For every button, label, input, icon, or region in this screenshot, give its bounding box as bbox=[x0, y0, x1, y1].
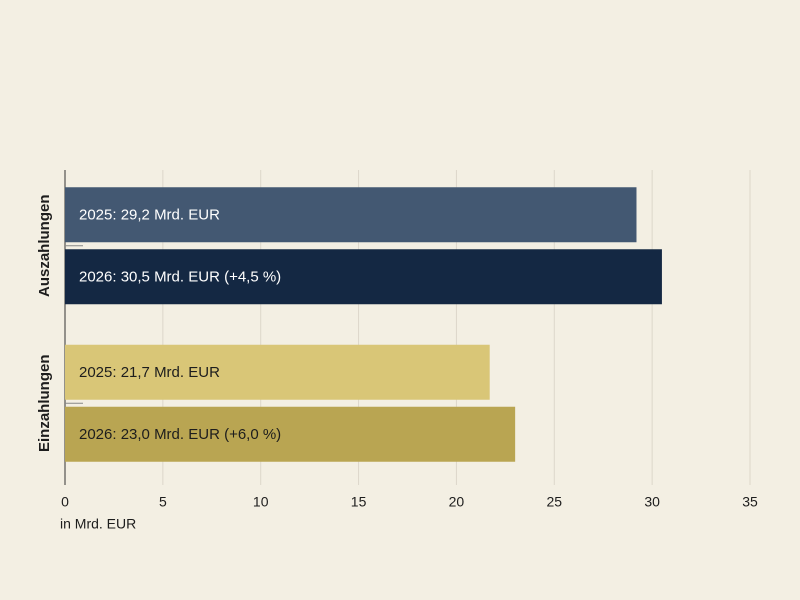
bar bbox=[65, 344, 490, 400]
bar-label: 2026: 30,5 Mrd. EUR (+4,5 %) bbox=[79, 269, 281, 286]
bar bbox=[65, 249, 662, 305]
x-axis-label: in Mrd. EUR bbox=[60, 516, 136, 532]
x-tick-label: 35 bbox=[742, 494, 758, 510]
y-tick-label: Einzahlungen bbox=[36, 355, 53, 453]
bar bbox=[65, 406, 516, 462]
x-tick-label: 15 bbox=[351, 494, 367, 510]
y-tick-label: Auszahlungen bbox=[36, 194, 53, 297]
bar-label: 2025: 21,7 Mrd. EUR bbox=[79, 364, 220, 381]
x-tick-label: 0 bbox=[61, 494, 69, 510]
x-tick-label: 10 bbox=[253, 494, 269, 510]
bar bbox=[65, 187, 637, 243]
x-tick-label: 30 bbox=[644, 494, 660, 510]
x-tick-label: 5 bbox=[159, 494, 167, 510]
bar-label: 2025: 29,2 Mrd. EUR bbox=[79, 207, 220, 224]
x-tick-label: 20 bbox=[449, 494, 465, 510]
bar-label: 2026: 23,0 Mrd. EUR (+6,0 %) bbox=[79, 426, 281, 443]
x-tick-label: 25 bbox=[546, 494, 562, 510]
